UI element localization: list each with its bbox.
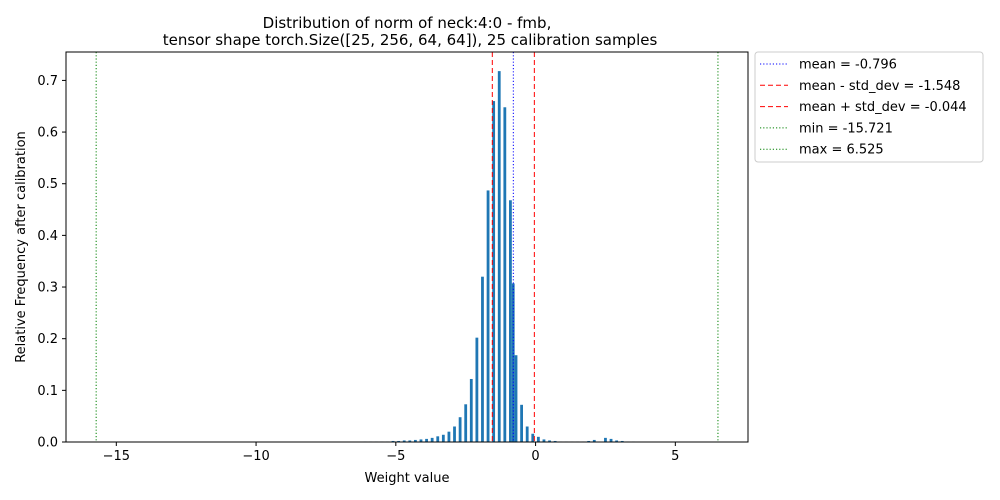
histogram-bar	[497, 71, 501, 443]
legend: mean = -0.796 mean - std_dev = -1.548 mean…	[754, 51, 984, 163]
histogram-bar	[430, 437, 434, 442]
histogram-bar	[413, 439, 417, 442]
legend-entry-label: mean = -0.796	[799, 58, 897, 73]
histogram-bar	[391, 440, 395, 442]
histogram-bar	[604, 437, 607, 442]
histogram-bar	[408, 440, 412, 442]
reference-lines	[95, 52, 719, 442]
y-axis-ticks: 0.0 0.1 0.2 0.3 0.4 0.5 0.6 0.7	[37, 74, 66, 451]
histogram-bar	[536, 436, 540, 442]
histogram-bar	[587, 440, 591, 442]
x-tick-label: 5	[671, 449, 679, 464]
y-tick-label: 0.7	[37, 74, 58, 89]
histogram-bar	[475, 337, 479, 442]
x-tick-label: 0	[531, 449, 539, 464]
histogram-bar	[514, 355, 518, 442]
y-tick-label: 0.1	[37, 384, 58, 399]
histogram-bar	[469, 378, 473, 442]
y-axis-label: Relative Frequency after calibration	[14, 131, 29, 363]
legend-frame	[754, 51, 984, 163]
histogram-bar	[542, 439, 546, 442]
y-tick-label: 0.2	[37, 332, 58, 347]
histogram-bar	[436, 436, 440, 442]
chart-title-line-2: tensor shape torch.Size([25, 256, 64, 64…	[163, 31, 658, 49]
histogram-bar	[397, 440, 401, 442]
histogram-bar	[615, 440, 619, 442]
histogram-bars	[363, 71, 635, 443]
legend-entry-label: max = 6.525	[799, 143, 884, 158]
histogram-bar	[609, 438, 613, 442]
x-axis-ticks: −15 −10 −5 0 5	[103, 442, 679, 464]
histogram-bar	[553, 440, 557, 442]
histogram-bar	[486, 190, 490, 442]
histogram-bar	[531, 433, 535, 442]
y-tick-label: 0.5	[37, 177, 58, 192]
legend-entry-label: min = -15.721	[799, 121, 893, 136]
histogram-bar	[548, 440, 551, 442]
histogram-bar	[458, 417, 462, 442]
histogram-bar	[419, 439, 423, 442]
histogram-bar	[492, 101, 496, 442]
histogram-bar	[464, 404, 468, 442]
histogram-bar	[520, 404, 523, 442]
x-tick-label: −10	[242, 449, 269, 464]
histogram-bar	[402, 440, 406, 442]
histogram-bar	[441, 434, 445, 442]
histogram-bar	[525, 426, 529, 442]
histogram-bar	[592, 439, 596, 442]
plot-area-frame	[65, 51, 749, 443]
x-tick-label: −5	[386, 449, 405, 464]
histogram-bar	[425, 438, 428, 442]
legend-entry-label: mean + std_dev = -0.044	[799, 100, 967, 115]
histogram-bar	[509, 200, 512, 442]
legend-entry-label: mean - std_dev = -1.548	[799, 79, 960, 94]
histogram-bar	[453, 426, 456, 442]
y-tick-label: 0.6	[37, 126, 58, 141]
y-tick-label: 0.4	[37, 229, 58, 244]
histogram-bar	[620, 440, 624, 442]
x-axis-label: Weight value	[365, 471, 450, 486]
histogram-bar	[481, 276, 484, 442]
histogram-bar	[447, 431, 451, 442]
y-tick-label: 0.0	[37, 436, 58, 451]
x-tick-label: −15	[103, 449, 130, 464]
histogram-bar	[503, 107, 507, 443]
y-tick-label: 0.3	[37, 281, 58, 296]
chart-title-line-1: Distribution of norm of neck:4:0 - fmb,	[263, 14, 552, 32]
